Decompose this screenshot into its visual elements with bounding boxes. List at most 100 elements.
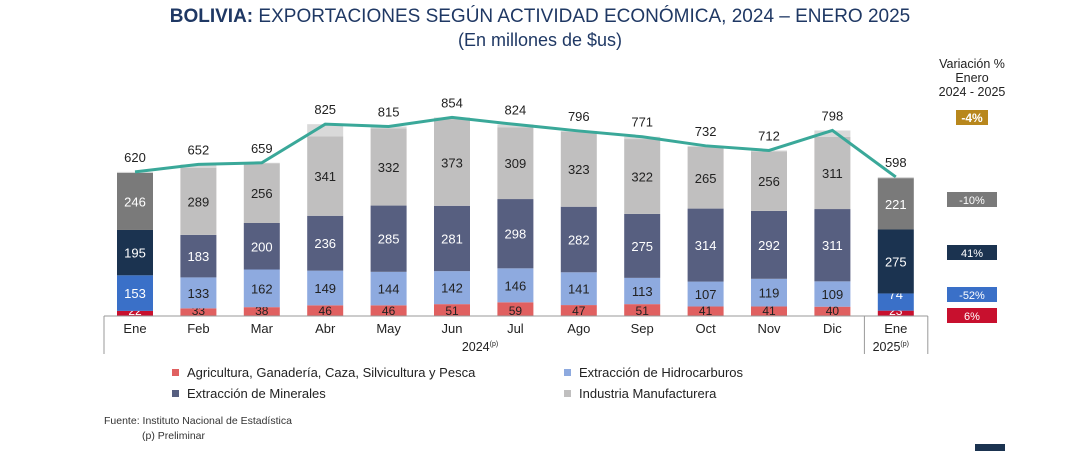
data-label: 309 xyxy=(505,156,527,171)
bar-segment xyxy=(370,271,407,306)
data-label: 38 xyxy=(255,304,269,318)
bar-segment xyxy=(370,305,407,316)
bar-segment xyxy=(751,306,787,316)
variation-label: -52% xyxy=(959,290,985,302)
data-label: 322 xyxy=(631,170,653,185)
year-group-label: 2025(p) xyxy=(873,340,909,354)
data-label: 256 xyxy=(758,174,780,189)
title-rest: EXPORTACIONES SEGÚN ACTIVIDAD ECONÓMICA,… xyxy=(253,6,911,27)
data-label: 195 xyxy=(124,246,146,261)
data-label: 311 xyxy=(822,238,843,253)
variation-label: -10% xyxy=(959,195,985,207)
bar-segment xyxy=(560,305,597,316)
total-line xyxy=(134,115,897,179)
bar-segment xyxy=(624,213,661,278)
x-tick-label: Sep xyxy=(631,321,654,336)
year-group-label: 2024(p) xyxy=(462,340,498,354)
x-tick-label: Ene xyxy=(884,321,907,336)
data-label: 246 xyxy=(124,194,146,209)
x-tick-label: Ago xyxy=(567,321,590,336)
x-tick-label: Ene xyxy=(123,321,146,336)
bar-segment xyxy=(117,172,153,230)
bar-segment-other xyxy=(117,171,153,173)
bar-segment xyxy=(560,131,597,207)
variation-badge xyxy=(947,287,997,302)
bar-segment xyxy=(814,136,851,210)
legend-item-industria: Industria Manufacturera xyxy=(564,386,716,401)
bar-segment xyxy=(243,223,280,270)
x-tick-label: Dic xyxy=(823,321,842,336)
bar-segment xyxy=(624,304,661,316)
bar-segment xyxy=(814,306,851,316)
bar-segment xyxy=(877,293,914,311)
bar-segment xyxy=(370,128,407,206)
x-tick-label: Oct xyxy=(695,321,716,336)
total-label: 798 xyxy=(822,108,844,123)
data-label: 142 xyxy=(441,281,463,296)
data-label: 275 xyxy=(885,254,907,269)
bar-segment xyxy=(814,281,851,307)
bar-segment xyxy=(751,210,787,279)
x-tick-label: Nov xyxy=(757,321,781,336)
legend-label: Extracción de Minerales xyxy=(187,386,326,401)
data-label: 323 xyxy=(568,162,590,177)
total-label: 712 xyxy=(758,128,780,143)
total-label: 854 xyxy=(441,95,463,110)
total-label: 620 xyxy=(124,150,146,165)
data-label: 341 xyxy=(314,169,336,184)
data-label: 281 xyxy=(441,231,463,246)
legend-swatch xyxy=(564,369,571,376)
total-label: 824 xyxy=(505,102,527,117)
bar-segment xyxy=(560,272,597,306)
bar-segment xyxy=(751,151,787,211)
bar-segment xyxy=(497,268,534,303)
legend-swatch xyxy=(564,390,571,397)
legend-swatch xyxy=(172,390,179,397)
total-label: 732 xyxy=(695,124,717,139)
bar-segment xyxy=(243,163,280,223)
bar-segment xyxy=(877,178,914,230)
bar-segment xyxy=(624,139,661,214)
bar-segment xyxy=(687,146,724,209)
data-label: 41 xyxy=(699,304,713,318)
legend-item-minerales: Extracción de Minerales xyxy=(172,386,326,401)
data-label: 292 xyxy=(758,238,780,253)
data-label: 285 xyxy=(378,232,400,247)
variation-title-line: 2024 - 2025 xyxy=(938,85,1006,99)
data-label: 183 xyxy=(188,249,210,264)
title-bold: BOLIVIA: xyxy=(169,6,254,27)
bar-segment xyxy=(117,275,153,311)
bar-segment xyxy=(624,277,661,305)
variation-badge xyxy=(947,192,997,207)
bar-segment xyxy=(307,305,344,316)
data-label: 141 xyxy=(568,282,590,297)
bar-segment xyxy=(307,215,344,271)
legend-item-agricultura: Agricultura, Ganadería, Caza, Silvicultu… xyxy=(172,365,475,380)
total-label: 815 xyxy=(378,105,400,120)
x-tick-label: Feb xyxy=(187,321,209,336)
bar-segment xyxy=(307,136,344,216)
data-label: 311 xyxy=(822,166,843,181)
variation-label: -4% xyxy=(961,111,983,125)
data-label: 298 xyxy=(505,227,527,242)
bar-segment xyxy=(497,199,534,269)
source-note: Fuente: Instituto Nacional de Estadístic… xyxy=(104,415,292,427)
bar-segment-other xyxy=(877,176,914,179)
x-tick-label: Jul xyxy=(507,321,524,336)
bar-segment xyxy=(687,281,724,307)
x-tick-label: Jun xyxy=(442,321,463,336)
data-label: 236 xyxy=(314,236,336,251)
x-tick-label: Abr xyxy=(315,321,336,336)
data-label: 265 xyxy=(695,171,717,186)
preliminary-superscript: (p) xyxy=(900,341,909,348)
data-label: 282 xyxy=(568,233,590,248)
bar-segment xyxy=(877,310,914,316)
variation-title-line: Enero xyxy=(955,71,989,85)
bar-segment xyxy=(180,308,217,316)
variation-badge xyxy=(947,245,997,260)
total-label: 825 xyxy=(314,102,336,117)
legend-label: Extracción de Hidrocarburos xyxy=(579,365,744,380)
data-label: 146 xyxy=(505,278,527,293)
total-label: 796 xyxy=(568,109,590,124)
bar-segment xyxy=(560,206,597,273)
